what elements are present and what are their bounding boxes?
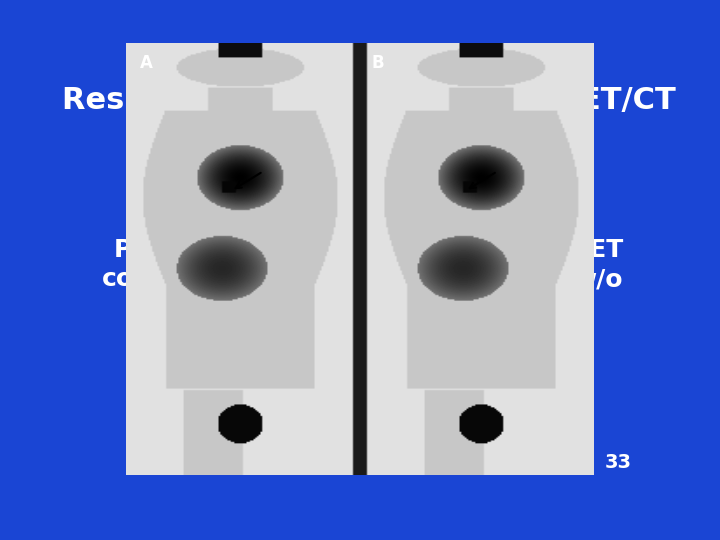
Text: Respiration misalignment in PET/CT: Respiration misalignment in PET/CT	[62, 85, 676, 114]
Text: PET
comp: PET comp	[102, 238, 179, 291]
Text: 33: 33	[604, 453, 631, 472]
Text: B: B	[372, 54, 384, 72]
Text: A: A	[140, 54, 153, 72]
Text: PET
w/o: PET w/o	[572, 238, 624, 291]
